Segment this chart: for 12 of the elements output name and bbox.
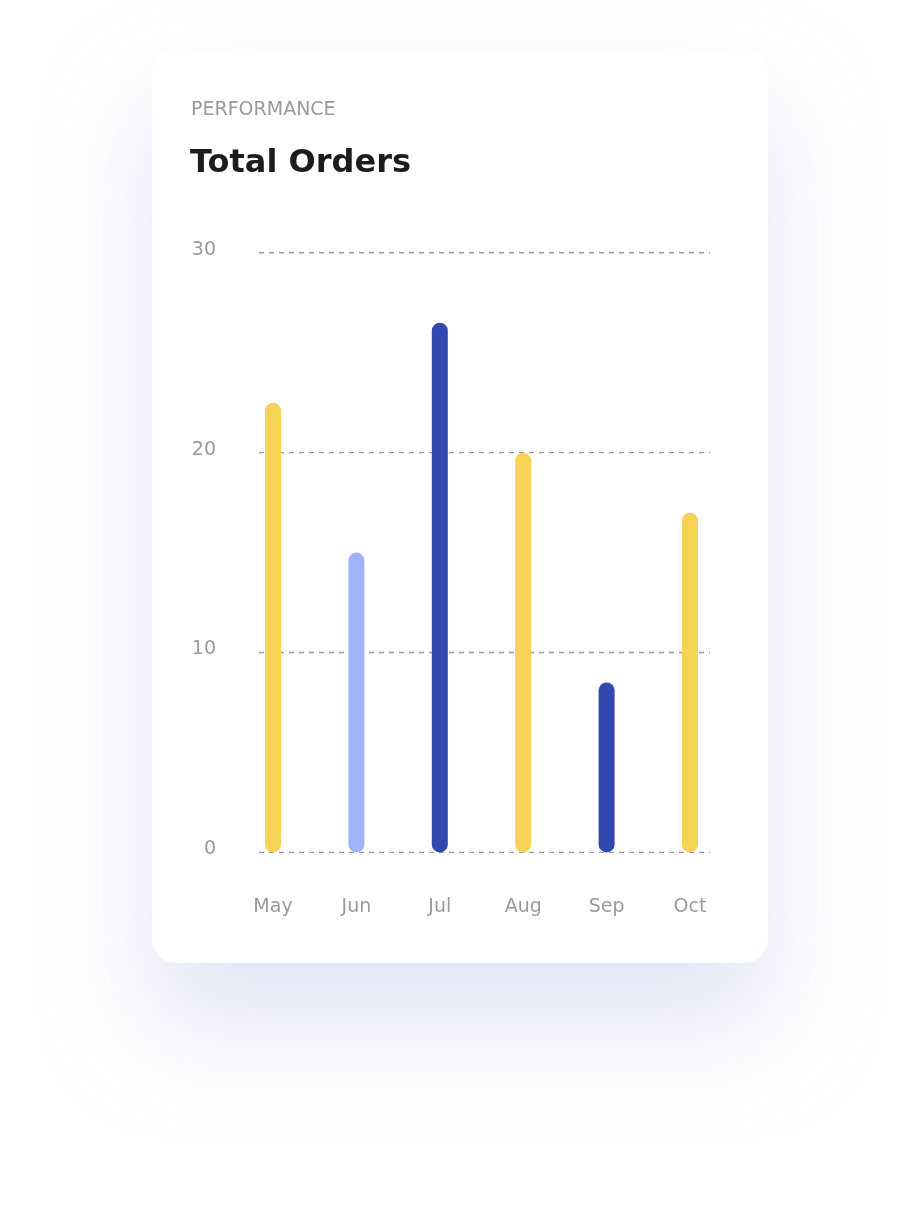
y-tick-label: 0 bbox=[203, 836, 216, 859]
y-tick-label: 30 bbox=[191, 236, 216, 259]
y-tick-label: 10 bbox=[191, 636, 216, 659]
y-tick-label: 20 bbox=[191, 436, 216, 459]
chart-subtitle: PERFORMANCE bbox=[191, 97, 336, 119]
x-tick-label: Oct bbox=[673, 894, 707, 916]
x-tick-label: Jul bbox=[427, 894, 452, 916]
x-tick-label: Aug bbox=[504, 894, 542, 916]
chart-title: Total Orders bbox=[190, 142, 411, 180]
x-tick-label: May bbox=[253, 894, 293, 916]
x-tick-label: Sep bbox=[588, 894, 625, 916]
x-tick-label: Jun bbox=[340, 894, 372, 916]
